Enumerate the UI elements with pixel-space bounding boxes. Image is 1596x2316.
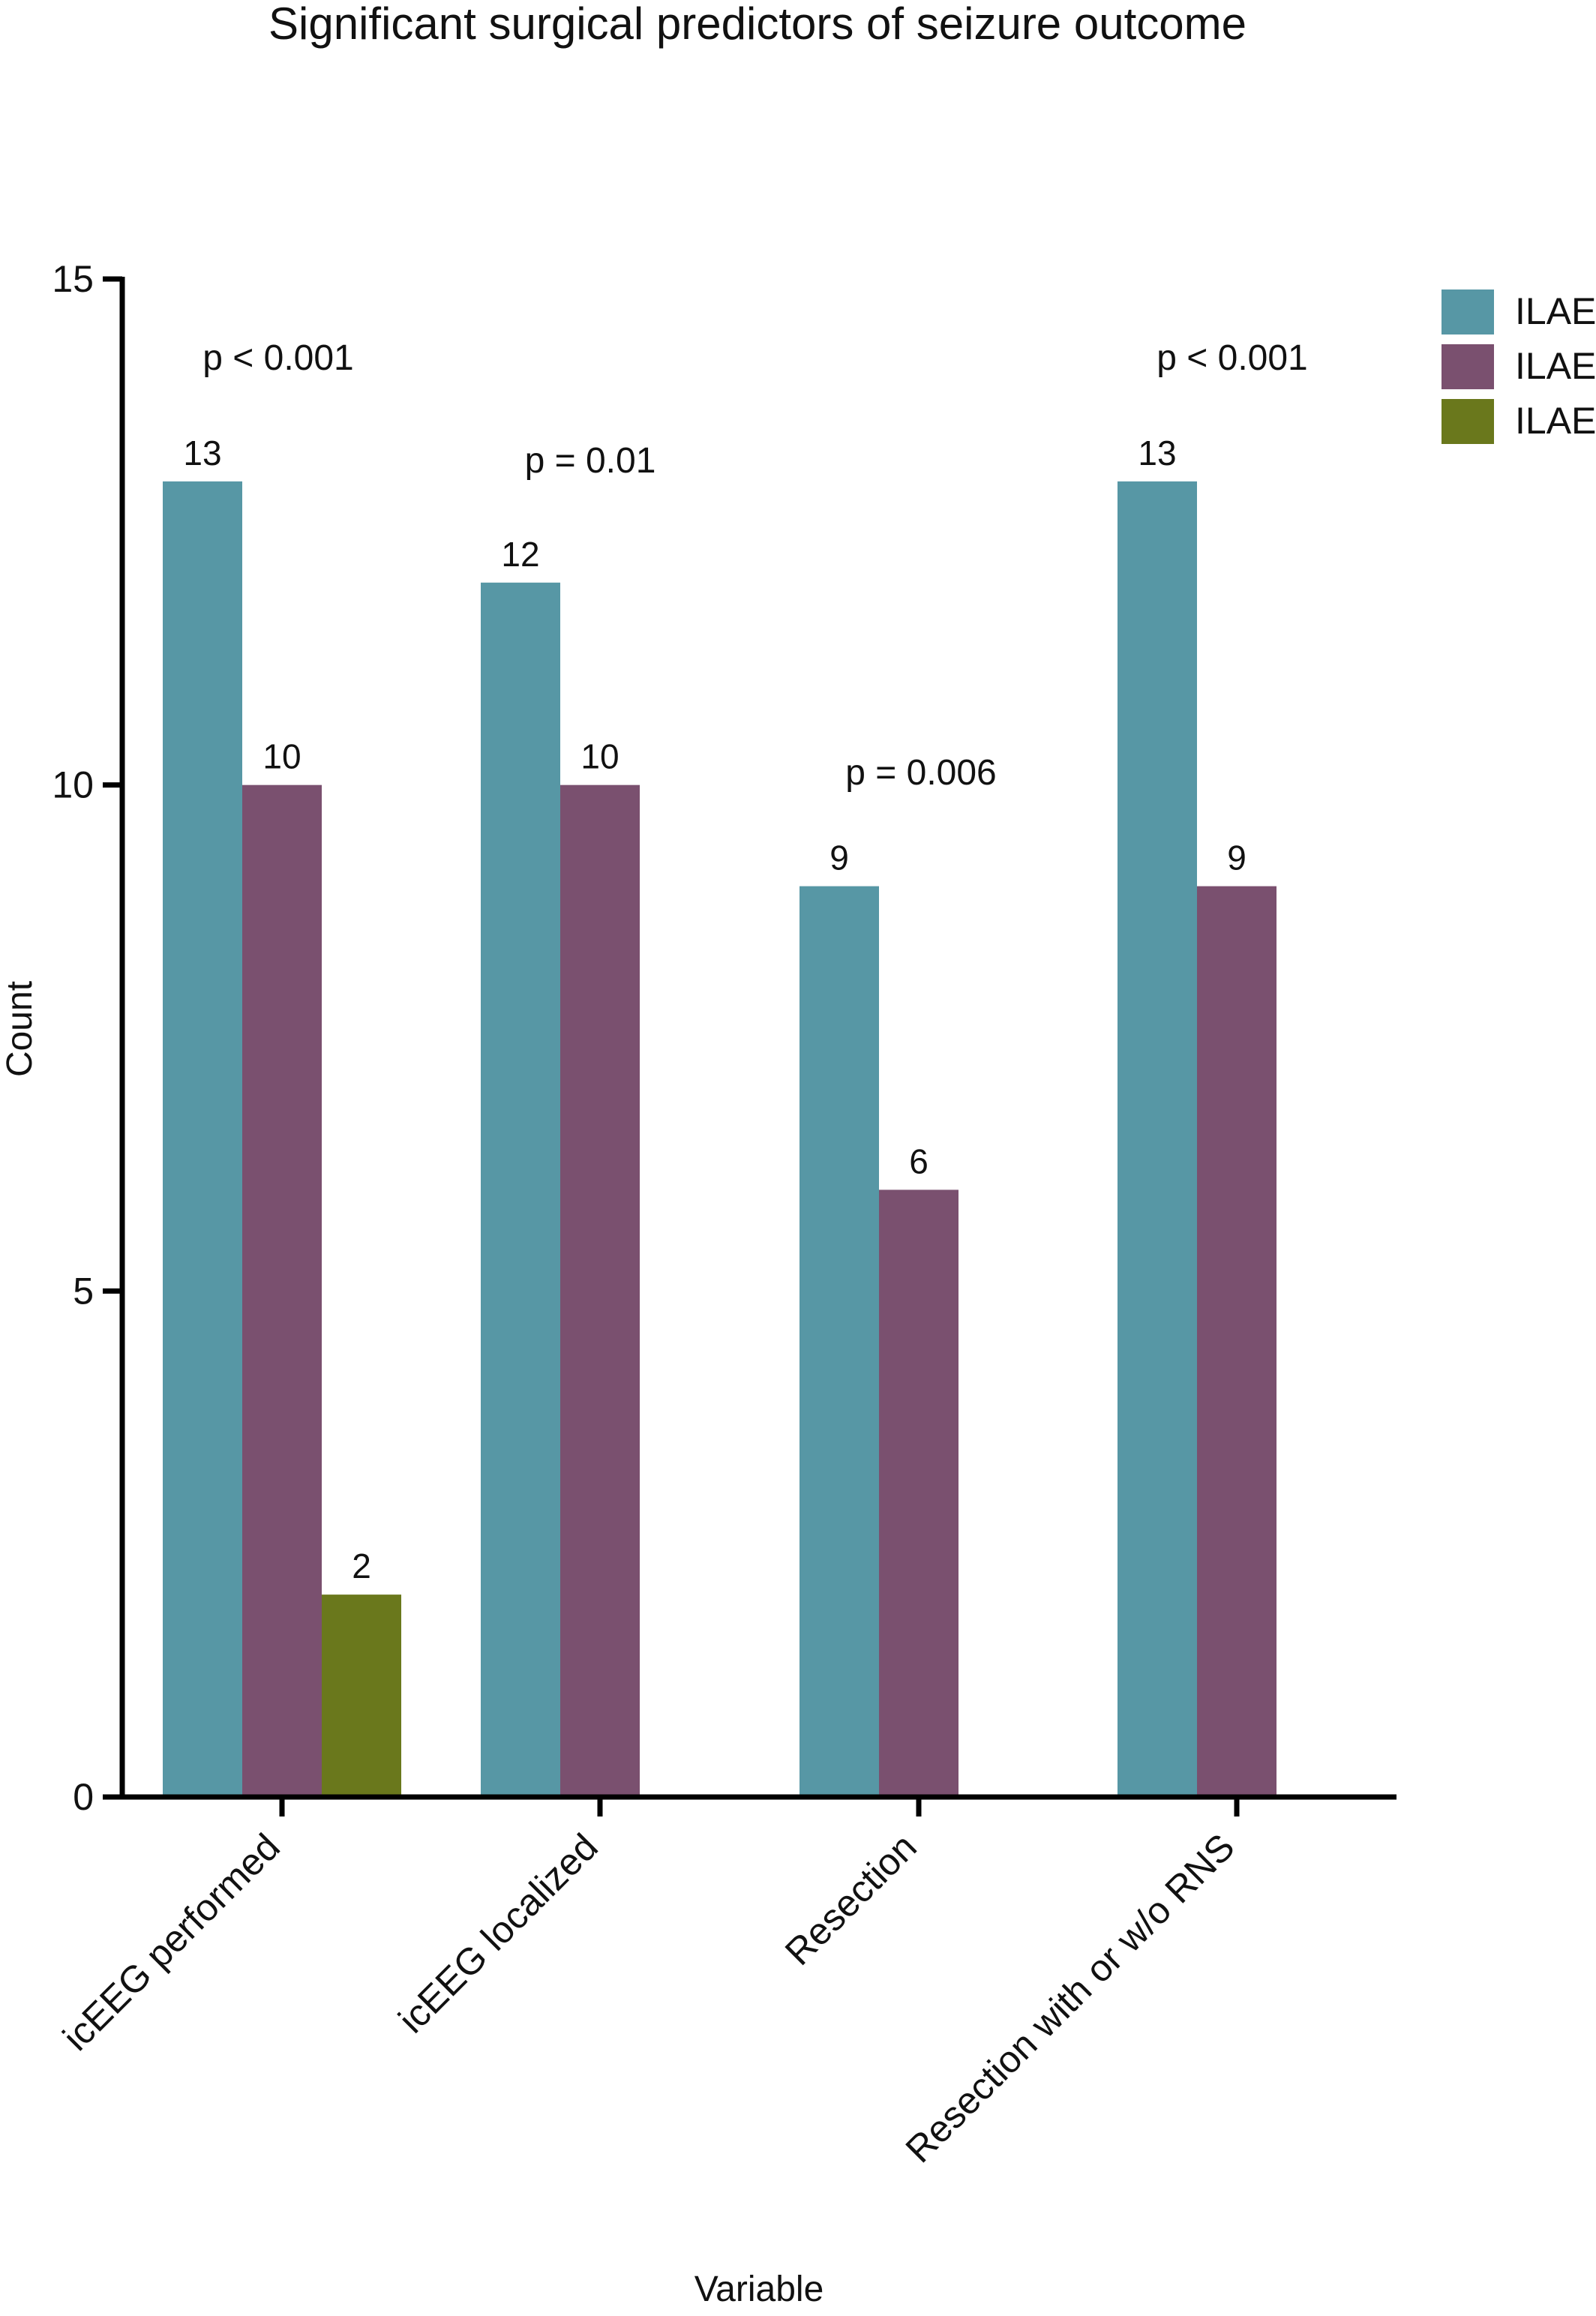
bar	[322, 1594, 401, 1797]
bar	[800, 886, 879, 1797]
data-label: 9	[830, 838, 849, 878]
data-label: 13	[1138, 434, 1176, 472]
x-tick-label: Resection	[777, 1826, 925, 1973]
legend-swatch	[1442, 290, 1494, 334]
bar	[1197, 886, 1276, 1797]
plot-area: 13 10 2 12 10 9 6 13 9 p < 0.001 p = 0.01 p = 0.006…	[52, 258, 1396, 2170]
p-value-annotation: p = 0.01	[525, 441, 656, 481]
p-value-annotation: p < 0.001	[1156, 338, 1308, 378]
y-tick-label: 15	[52, 258, 94, 300]
legend-label: ILAE 5	[1515, 400, 1596, 442]
bar	[163, 481, 242, 1797]
p-value-annotation: p < 0.001	[202, 338, 354, 378]
bar	[481, 582, 560, 1797]
data-label: 10	[580, 737, 619, 776]
data-label: 6	[909, 1142, 928, 1180]
y-tick-label: 5	[73, 1270, 94, 1312]
p-value-annotation: p = 0.006	[845, 753, 997, 793]
legend-swatch	[1442, 399, 1494, 444]
chart-title: Significant surgical predictors of seizu…	[268, 0, 1246, 49]
data-label: 2	[352, 1546, 371, 1586]
data-label: 9	[1227, 838, 1246, 878]
legend: ILAE 1-2 ILAE 3-4 ILAE 5	[1442, 290, 1596, 444]
bar	[560, 784, 640, 1797]
data-label: 10	[262, 737, 301, 776]
legend-label: ILAE 3-4	[1515, 345, 1596, 387]
x-axis-title: Variable	[694, 2270, 824, 2309]
bar	[879, 1190, 958, 1797]
bar	[1118, 481, 1197, 1797]
y-tick-label: 0	[73, 1776, 94, 1818]
x-tick-label: Resection with or w/o RNS	[898, 1826, 1243, 2170]
x-tick-label: icEEG performed	[55, 1826, 288, 2059]
legend-swatch	[1442, 344, 1494, 389]
bar	[242, 784, 322, 1797]
y-tick-label: 10	[52, 764, 94, 806]
data-label: 13	[183, 434, 221, 472]
y-axis-title: Count	[0, 981, 40, 1077]
legend-label: ILAE 1-2	[1515, 290, 1596, 332]
data-label: 12	[501, 535, 539, 574]
x-tick-label: icEEG localized	[391, 1826, 606, 2041]
